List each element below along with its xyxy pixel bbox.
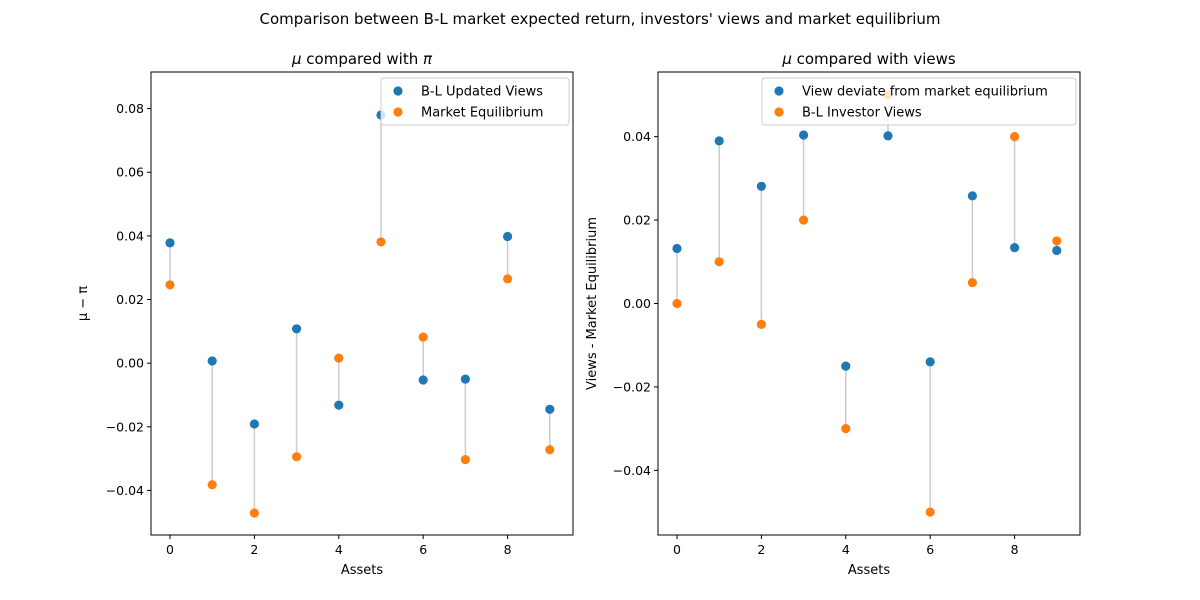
orange-point [249,508,259,518]
x-axis-label: Assets [848,563,891,578]
title-mu: μ [781,50,792,68]
orange-point [756,319,766,329]
x-tick-label: 6 [926,542,934,557]
y-tick-label: −0.04 [613,463,651,478]
y-tick-label: 0.02 [623,213,651,228]
x-tick-label: 0 [673,542,681,557]
x-tick-label: 2 [250,542,258,557]
left-chart: 0 2 4 6 8 −0.04 −0.02 0.00 0.02 0.04 0.06 0.08 Asset… [76,50,574,578]
orange-point [460,454,470,465]
legend-marker [393,86,403,96]
y-tick-label: 0.08 [116,101,144,116]
orange-point [1052,236,1062,246]
legend-label: B-L Investor Views [802,106,922,121]
y-tick-label: −0.02 [106,419,144,434]
y-axis-label: Views - Market Equilibrium [585,217,600,390]
orange-point [502,274,513,284]
orange-point [418,332,428,342]
orange-point [545,445,555,455]
y-tick-label: −0.04 [106,483,144,498]
legend: B-L Updated Views Market Equilibrium [380,77,570,126]
orange-point [714,257,724,267]
x-tick-label: 4 [842,542,850,557]
legend-marker [774,86,784,96]
x-tick-label: 2 [757,542,765,557]
orange-point [925,507,935,517]
legend-label: Market Equilibrium [421,106,543,121]
y-tick-label: 0.06 [116,165,144,180]
orange-point [798,215,809,225]
legend-label: View deviate from market equilibrium [802,85,1048,100]
blue-point [418,375,428,385]
blue-point [334,400,344,410]
x-tick-label: 8 [1011,542,1019,557]
blue-point [1009,243,1020,253]
title-pi: π [423,50,433,68]
blue-point [291,324,302,334]
legend: View deviate from market equilibrium B-L … [761,77,1077,126]
title-text: compared with views [792,50,956,68]
chart-title: μ compared with views [781,50,956,68]
legend-label: B-L Updated Views [421,85,543,100]
orange-point [967,278,977,288]
y-axis-label: μ − π [76,286,91,321]
x-axis-label: Assets [341,563,384,578]
blue-point [967,191,977,201]
figure-title: Comparison between B-L market expected r… [259,10,940,28]
blue-point [460,374,470,384]
orange-point [291,452,302,462]
legend-box [380,77,570,126]
orange-point [334,353,344,363]
x-tick-label: 0 [166,542,174,557]
x-tick-label: 4 [335,542,343,557]
blue-point [714,136,724,146]
x-tick-label: 6 [419,542,427,557]
blue-point [502,231,513,242]
orange-point [1009,132,1020,142]
legend-marker [774,107,784,117]
orange-point [376,237,386,247]
y-tick-label: 0.00 [116,356,144,371]
y-tick-label: 0.04 [116,228,144,243]
blue-point [925,357,935,367]
blue-point [841,361,851,371]
axes-frame [150,71,574,536]
chart-title: μ compared with π [291,50,433,68]
blue-point [756,181,766,191]
orange-point [165,280,175,290]
blue-point [672,243,682,254]
blue-point [165,238,175,248]
title-text: compared with [302,50,423,68]
blue-point [1052,245,1062,256]
x-tick-label: 8 [504,542,512,557]
orange-point [207,480,217,490]
y-tick-label: 0.04 [623,129,651,144]
y-tick-label: 0.00 [623,296,651,311]
blue-point [798,130,809,140]
orange-point [672,298,682,309]
legend-box [761,77,1077,126]
blue-point [207,356,217,366]
blue-point [249,419,259,429]
y-tick-label: −0.02 [613,379,651,394]
orange-point [841,424,851,434]
title-mu: μ [291,50,302,68]
right-chart: 0 2 4 6 8 −0.04 −0.02 0.00 0.02 0.04 Assets Views -… [585,50,1081,578]
blue-point [545,404,555,414]
y-tick-label: 0.02 [116,292,144,307]
legend-marker [393,107,403,117]
blue-point [883,131,893,141]
